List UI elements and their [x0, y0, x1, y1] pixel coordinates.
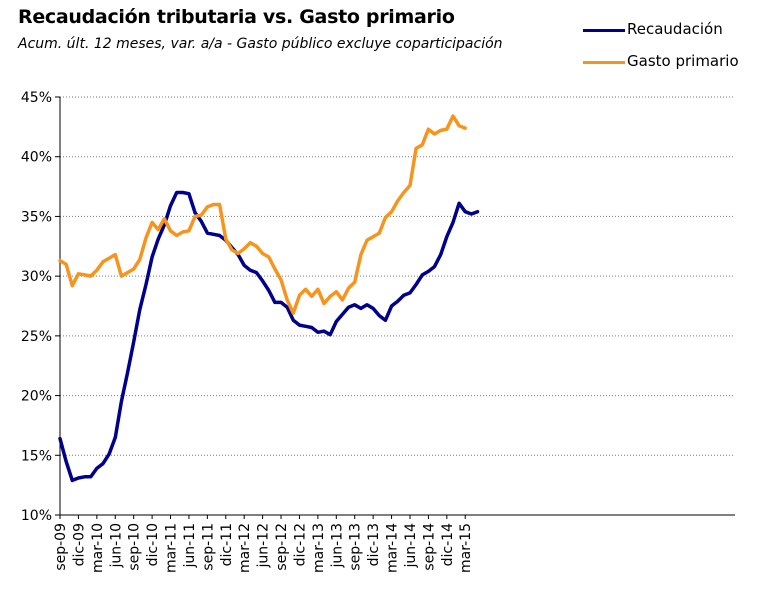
x-tick-label: sep-11	[200, 523, 216, 571]
y-axis-tick-labels: 10% 15% 20% 25% 30% 35% 40% 45%	[21, 90, 52, 524]
x-tick-label: jun-12	[256, 523, 272, 569]
series-lines	[58, 114, 480, 483]
legend-label-recaudacion: Recaudación	[627, 20, 723, 38]
legend-label-gasto-primario: Gasto primario	[627, 52, 739, 70]
gridlines	[60, 96, 735, 456]
x-tick-label: jun-11	[182, 523, 198, 569]
x-axis-tick-labels: sep-09 dic-09 mar-10 jun-10 sep-10 dic-10 mar-…	[53, 523, 474, 573]
x-tick-label: sep-13	[348, 523, 364, 571]
x-tick-label: dic-11	[219, 523, 235, 566]
x-tick-label: mar-14	[385, 523, 401, 573]
x-tick-label: jun-13	[329, 523, 345, 569]
x-tick-label: dic-12	[292, 523, 308, 566]
x-tick-label: mar-10	[90, 523, 106, 573]
x-tick-label: mar-15	[458, 523, 474, 573]
series-line-recaudacion	[58, 190, 480, 483]
y-tick-label: 45%	[21, 90, 52, 106]
x-tick-label: dic-14	[440, 523, 456, 566]
x-tick-label: mar-13	[311, 523, 327, 573]
legend: Recaudación Gasto primario	[583, 18, 763, 82]
x-tick-label: dic-10	[145, 523, 161, 566]
x-tick-label: sep-09	[53, 523, 69, 571]
x-tick-label: sep-14	[421, 523, 437, 571]
x-tick-label: sep-10	[127, 523, 143, 571]
legend-entry-recaudacion: Recaudación	[583, 18, 763, 50]
y-tick-label: 10%	[21, 508, 52, 524]
chart-subtitle: Acum. últ. 12 meses, var. a/a - Gasto pú…	[18, 36, 503, 52]
chart-title: Recaudación tributaria vs. Gasto primari…	[18, 6, 455, 28]
x-tick-label: mar-12	[237, 523, 253, 573]
legend-entry-gasto-primario: Gasto primario	[583, 50, 763, 82]
legend-swatch-gasto-primario	[583, 61, 625, 64]
x-tick-label: mar-11	[164, 523, 180, 573]
y-tick-label: 25%	[21, 329, 52, 345]
legend-swatch-recaudacion	[583, 29, 625, 32]
x-tick-label: jun-14	[403, 523, 419, 569]
y-tick-label: 15%	[21, 448, 52, 464]
series-line-gasto-primario	[58, 114, 467, 315]
y-tick-label: 40%	[21, 150, 52, 166]
x-tick-label: dic-13	[366, 523, 382, 566]
x-tick-label: sep-12	[274, 523, 290, 571]
x-tick-label: dic-09	[71, 523, 87, 566]
x-tick-label: jun-10	[108, 523, 124, 569]
y-tick-label: 30%	[21, 269, 52, 285]
y-tick-label: 35%	[21, 209, 52, 225]
y-tick-label: 20%	[21, 389, 52, 405]
